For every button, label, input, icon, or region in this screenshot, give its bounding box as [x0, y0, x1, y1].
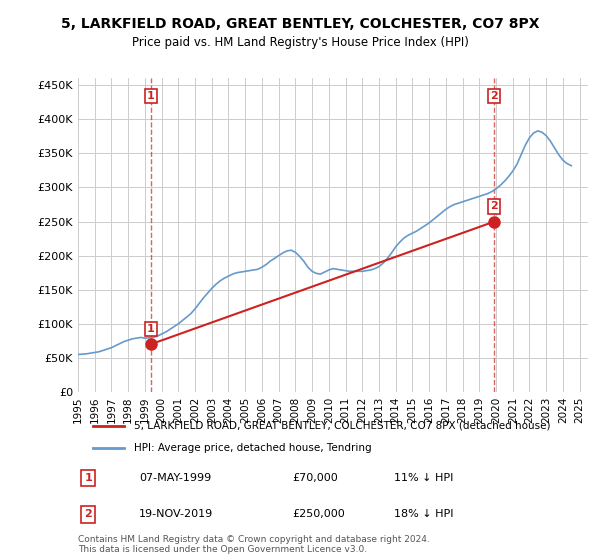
Text: HPI: Average price, detached house, Tendring: HPI: Average price, detached house, Tend… [134, 443, 372, 453]
Text: Contains HM Land Registry data © Crown copyright and database right 2024.
This d: Contains HM Land Registry data © Crown c… [78, 535, 430, 554]
Text: 1: 1 [147, 91, 155, 101]
Text: £250,000: £250,000 [292, 510, 345, 520]
Text: £70,000: £70,000 [292, 473, 338, 483]
Text: 5, LARKFIELD ROAD, GREAT BENTLEY, COLCHESTER, CO7 8PX (detached house): 5, LARKFIELD ROAD, GREAT BENTLEY, COLCHE… [134, 421, 551, 431]
Text: Price paid vs. HM Land Registry's House Price Index (HPI): Price paid vs. HM Land Registry's House … [131, 36, 469, 49]
Text: 2: 2 [490, 202, 498, 211]
Text: 19-NOV-2019: 19-NOV-2019 [139, 510, 214, 520]
Text: 18% ↓ HPI: 18% ↓ HPI [394, 510, 454, 520]
Text: 1: 1 [147, 324, 155, 334]
Text: 1: 1 [85, 473, 92, 483]
Text: 2: 2 [490, 91, 498, 101]
Text: 11% ↓ HPI: 11% ↓ HPI [394, 473, 454, 483]
Text: 5, LARKFIELD ROAD, GREAT BENTLEY, COLCHESTER, CO7 8PX: 5, LARKFIELD ROAD, GREAT BENTLEY, COLCHE… [61, 17, 539, 31]
Text: 07-MAY-1999: 07-MAY-1999 [139, 473, 211, 483]
Text: 2: 2 [85, 510, 92, 520]
